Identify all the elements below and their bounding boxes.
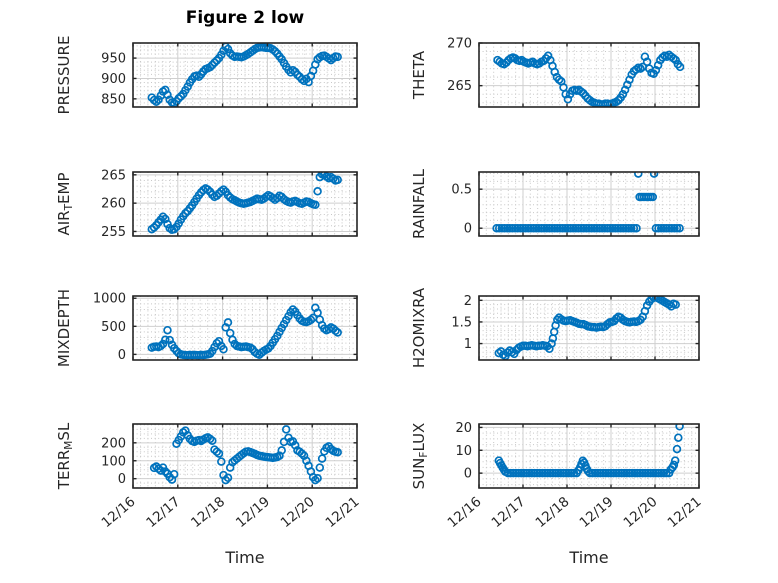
tick-marks xyxy=(132,424,358,488)
sun-flux-data-markers xyxy=(494,423,684,478)
axis-box xyxy=(132,171,358,237)
y-tick-labels: 255 260 265 xyxy=(101,168,126,240)
y-tick-labels: 0 500 1000 xyxy=(93,292,126,363)
x-tick-label: 12/19 xyxy=(576,494,616,531)
sun-flux-y-axis-label: SUNFLUX xyxy=(410,423,430,490)
subplot-terr-msl: 0 100 200 12/16 12/17 12/18 12/19 12/20 12/21 TER… xyxy=(55,422,363,531)
axis-box xyxy=(478,42,700,108)
terr-msl-y-axis-label: TERRMSL xyxy=(55,422,75,490)
tick-marks xyxy=(478,424,700,488)
y-tick-label: 265 xyxy=(101,168,126,183)
x-axis-label-right: Time xyxy=(569,548,609,567)
x-tick-labels: 12/16 12/17 12/18 12/19 12/20 12/21 xyxy=(444,494,704,531)
y-tick-label: 0.5 xyxy=(451,183,472,198)
y-tick-label: 900 xyxy=(101,72,126,87)
y-tick-label: 0 xyxy=(464,222,472,237)
axis-box xyxy=(478,171,700,237)
air-temp-y-axis-label: AIRTEMP xyxy=(55,173,75,236)
x-tick-label: 12/18 xyxy=(188,494,228,531)
x-axis-label-left: Time xyxy=(225,548,265,567)
y-tick-labels: 0 10 20 xyxy=(455,421,472,482)
y-tick-label: 270 xyxy=(447,37,472,52)
y-tick-label: 1 xyxy=(464,337,472,352)
axis-box xyxy=(478,295,700,361)
tick-marks xyxy=(478,172,700,236)
y-tick-label: 0 xyxy=(118,472,126,487)
x-tick-label: 12/21 xyxy=(664,494,704,531)
x-tick-labels: 12/16 12/17 12/18 12/19 12/20 12/21 xyxy=(98,494,362,531)
axis-box xyxy=(478,423,700,489)
y-tick-label: 260 xyxy=(101,197,126,212)
subplot-pressure: 850 900 950 PRESSURE xyxy=(55,36,358,115)
rainfall-data-markers xyxy=(492,171,684,233)
mixdepth-data-markers xyxy=(147,303,342,360)
subplot-theta: 265 270 THETA xyxy=(410,37,700,108)
air-temp-data-markers xyxy=(147,171,342,235)
y-tick-label: 850 xyxy=(101,92,126,107)
minor-grid xyxy=(479,424,699,488)
y-tick-labels: 00.5 xyxy=(451,183,472,237)
x-tick-label: 12/17 xyxy=(488,494,528,531)
y-tick-label: 950 xyxy=(101,52,126,67)
y-tick-label: 20 xyxy=(455,421,472,436)
x-tick-label: 12/20 xyxy=(278,494,318,531)
y-tick-label: 0 xyxy=(464,467,472,482)
tick-marks xyxy=(478,42,700,107)
minor-grid xyxy=(479,172,699,236)
mixdepth-y-axis-label: MIXDEPTH xyxy=(55,289,73,367)
minor-grid xyxy=(133,172,357,236)
y-tick-labels: 265 270 xyxy=(447,37,472,95)
y-tick-label: 500 xyxy=(101,320,126,335)
y-tick-label: 10 xyxy=(455,444,472,459)
x-tick-label: 12/19 xyxy=(233,494,273,531)
y-tick-label: 1000 xyxy=(93,292,126,307)
major-grid xyxy=(133,172,357,236)
y-tick-label: 1.5 xyxy=(451,315,472,330)
y-tick-label: 255 xyxy=(101,225,126,240)
x-tick-label: 12/20 xyxy=(620,494,660,531)
rainfall-y-axis-label: RAINFALL xyxy=(410,168,428,239)
subplot-sun-flux: 0 10 20 12/16 12/17 12/18 12/19 12/20 12/21 SUNFL… xyxy=(410,421,705,531)
axis-box xyxy=(132,295,358,361)
y-tick-label: 100 xyxy=(101,454,126,469)
h2omixra-data-markers xyxy=(494,295,680,361)
y-tick-label: 200 xyxy=(101,436,126,451)
tick-marks xyxy=(132,43,358,107)
x-tick-label: 12/16 xyxy=(444,494,484,531)
y-tick-label: 2 xyxy=(464,294,472,309)
tick-marks xyxy=(478,296,700,360)
pressure-y-axis-label: PRESSURE xyxy=(55,36,73,115)
axis-box xyxy=(132,42,358,108)
theta-data-markers xyxy=(493,50,685,108)
x-tick-label: 12/18 xyxy=(532,494,572,531)
subplot-mixdepth: 0 500 1000 MIXDEPTH xyxy=(55,289,358,367)
y-tick-label: 0 xyxy=(118,348,126,363)
tick-marks xyxy=(132,172,358,236)
x-tick-label: 12/16 xyxy=(98,494,138,531)
y-tick-labels: 0 100 200 xyxy=(101,436,126,487)
y-tick-labels: 11.52 xyxy=(451,294,472,352)
pressure-data-markers xyxy=(147,42,342,108)
h2omixra-y-axis-label: H2OMIXRA xyxy=(410,287,428,368)
subplot-air-temp: 255 260 265 AIRTEMP xyxy=(55,168,358,240)
terr-msl-data-markers xyxy=(149,425,342,485)
x-tick-label: 12/21 xyxy=(322,494,362,531)
x-tick-label: 12/17 xyxy=(143,494,183,531)
figure-title: Figure 2 low xyxy=(185,8,305,28)
y-tick-label: 265 xyxy=(447,79,472,94)
axis-box xyxy=(132,423,358,489)
tick-marks xyxy=(132,296,358,360)
theta-y-axis-label: THETA xyxy=(410,50,428,100)
y-tick-labels: 850 900 950 xyxy=(101,52,126,108)
